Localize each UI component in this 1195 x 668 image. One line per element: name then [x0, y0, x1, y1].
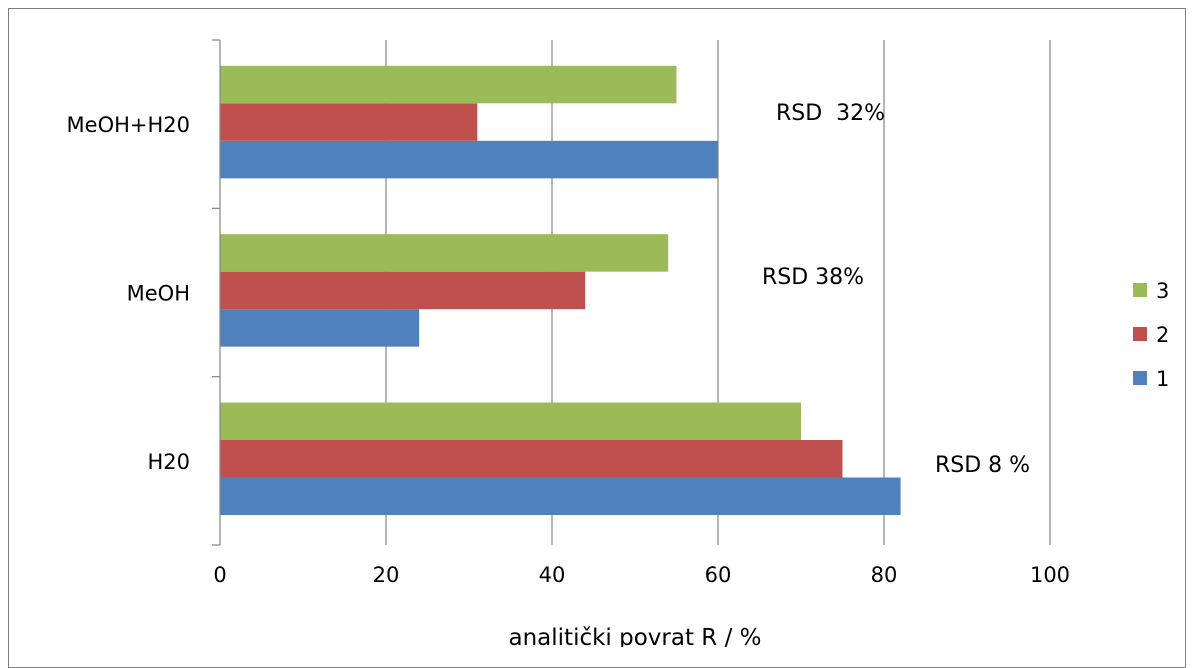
bar-layer: [220, 65, 901, 515]
bar-1-meoh-h20: [220, 140, 718, 179]
bar-3-meoh: [220, 234, 669, 272]
rsd-annotation: RSD 8 %: [935, 453, 1030, 478]
x-tick-label: 60: [705, 563, 732, 587]
bar-1-h20: [220, 477, 901, 515]
x-tick-label: 0: [213, 563, 226, 587]
legend-label-3: 3: [1156, 279, 1169, 303]
bar-3-meoh-h20: [220, 65, 677, 104]
legend-swatch-3: [1133, 283, 1147, 297]
bar-chart: 0 20 40 60 80 100 H20 MeOH MeOH+H20 RSD 8 % RSD 38…: [67, 39, 1169, 647]
legend: 3 2 1: [1133, 279, 1169, 391]
legend-label-1: 1: [1156, 367, 1169, 391]
x-axis-title: analitički povrat R / %: [509, 625, 762, 647]
legend-swatch-1: [1133, 371, 1147, 385]
category-label: H20: [147, 450, 190, 474]
bar-2-h20: [220, 440, 843, 478]
bar-2-meoh-h20: [220, 103, 478, 141]
legend-swatch-2: [1133, 327, 1147, 341]
rsd-annotation: RSD 32%: [776, 101, 885, 126]
label-layer: 0 20 40 60 80 100 H20 MeOH MeOH+H20 RSD 8 % RSD 38…: [67, 101, 1071, 587]
x-tick-label: 100: [1030, 563, 1070, 587]
bar-1-meoh: [220, 309, 420, 347]
category-label: MeOH: [127, 282, 190, 306]
x-tick-label: 40: [539, 563, 566, 587]
x-tick-label: 20: [373, 563, 400, 587]
category-label: MeOH+H20: [67, 113, 190, 137]
rsd-annotation: RSD 38%: [762, 265, 864, 290]
axis-layer: [212, 39, 221, 546]
bar-3-h20: [220, 402, 801, 440]
bar-2-meoh: [220, 271, 586, 310]
x-tick-label: 80: [871, 563, 898, 587]
chart-frame: [8, 8, 1186, 668]
legend-label-2: 2: [1156, 323, 1169, 347]
